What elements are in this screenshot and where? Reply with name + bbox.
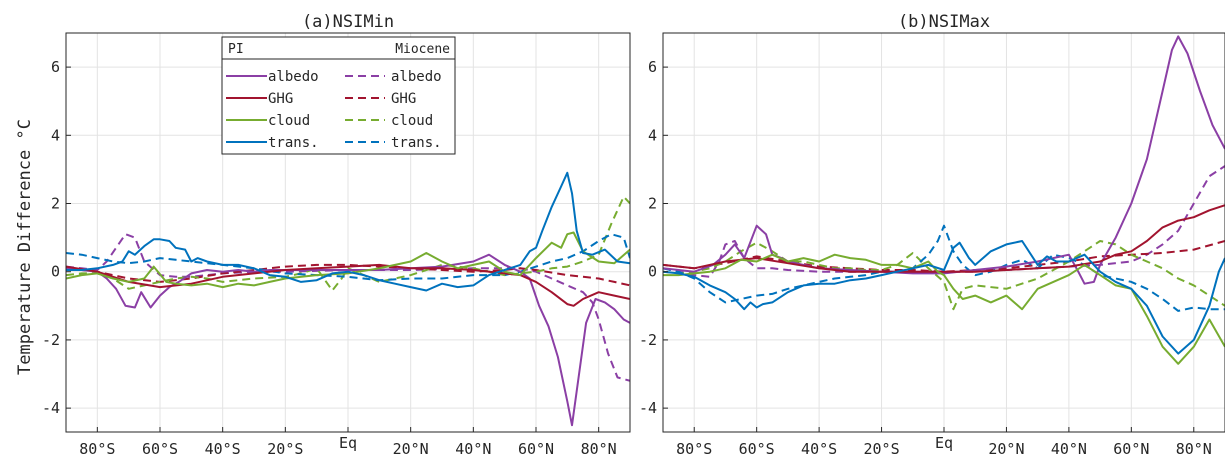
legend-label-pi: trans. [268,135,319,151]
x-tick-label: Eq [935,434,953,452]
y-tick-label: -2 [639,331,657,349]
x-tick-label: 60°S [739,440,775,458]
y-tick-label: 2 [648,195,657,213]
x-tick-label: 20°S [267,440,303,458]
series-trans-pi [663,240,1225,355]
y-tick-label: 0 [648,263,657,281]
panel-b-ticks: 80°S 60°S 40°S 20°S Eq 20°N 40°N 60°N 80°N -4 -2 0 2… [639,58,1212,458]
panel-b-series [663,35,1225,365]
panel-b: 80°S 60°S 40°S 20°S Eq 20°N 40°N 60°N 80°N -4 -2 0 2… [639,12,1225,458]
series-trans-miocene [66,233,630,282]
series-GHG-pi [663,204,1225,273]
y-tick-label: 4 [51,126,60,144]
series-cloud-pi [663,253,1225,365]
legend-label-miocene: cloud [391,113,433,129]
legend-label-pi: GHG [268,91,293,107]
legend-header-miocene: Miocene [395,42,450,57]
panel-b-grid [663,33,1225,432]
y-tick-label: 0 [51,263,60,281]
series-cloud-pi [66,231,630,289]
series-GHG-miocene [66,263,630,287]
panel-a-series [66,171,630,427]
x-tick-label: 60°S [142,440,178,458]
x-tick-label: 80°N [581,440,617,458]
legend-box [221,36,456,155]
y-tick-label: 6 [648,58,657,76]
x-tick-label: 20°N [393,440,429,458]
series-albedo-pi [663,35,1225,285]
legend-label-miocene: trans. [391,135,442,151]
series-trans-miocene [663,224,1225,312]
y-tick-label: 4 [648,126,657,144]
y-tick-label: -2 [42,331,60,349]
y-tick-label: 6 [51,58,60,76]
y-tick-label: -4 [639,399,657,417]
x-tick-label: 80°N [1176,440,1212,458]
x-tick-label: 60°N [1113,440,1149,458]
x-tick-label: 40°N [455,440,491,458]
x-tick-label: Eq [339,434,357,452]
legend-entry-albedo: albedo albedo [226,69,442,85]
x-tick-label: 40°S [801,440,837,458]
x-tick-label: 80°S [676,440,712,458]
panel-a-ticks: 80°S 60°S 40°S 20°S Eq 20°N 40°N 60°N 80°N -4 -2 0 2… [42,58,617,458]
x-tick-label: 60°N [518,440,554,458]
series-trans-pi [66,171,630,292]
legend-rows: albedo albedo GHG GHG cloud cloud trans. trans. [226,69,442,151]
x-tick-label: 20°S [863,440,899,458]
legend-entry-trans: trans. trans. [226,135,442,151]
panel-a-title: (a)NSIMin [302,12,394,32]
series-albedo-pi [66,253,630,427]
legend-label-pi: cloud [268,113,310,129]
x-tick-label: 40°N [1051,440,1087,458]
legend-header-pi: PI [228,42,244,57]
legend-label-pi: albedo [268,69,319,85]
panel-b-title: (b)NSIMax [898,12,990,32]
y-tick-label: -4 [42,399,60,417]
legend-entry-GHG: GHG GHG [226,91,416,107]
x-tick-label: 80°S [79,440,115,458]
legend-label-miocene: GHG [391,91,416,107]
x-tick-label: 40°S [205,440,241,458]
legend-label-miocene: albedo [391,69,442,85]
legend: PI Miocene albedo albedo GHG GHG cloud cloud t… [221,36,456,155]
legend-entry-cloud: cloud cloud [226,113,433,129]
y-tick-label: 2 [51,195,60,213]
x-tick-label: 20°N [988,440,1024,458]
y-axis-label: Temperature Difference °C [15,119,35,375]
